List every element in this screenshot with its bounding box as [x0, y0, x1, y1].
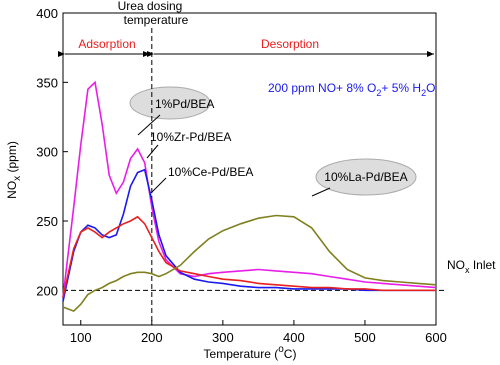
y-tick-label: 250: [36, 214, 58, 229]
adsorption-label: Adsorption: [78, 37, 135, 51]
callout-pointer: [146, 144, 159, 159]
dosing-label: Urea dosing: [118, 0, 183, 13]
plot-frame: [62, 12, 437, 326]
callout-pointer: [137, 114, 161, 136]
inlet-label: NOx Inlet: [447, 258, 496, 275]
y-tick-label: 400: [36, 6, 58, 21]
callout: [129, 86, 211, 120]
callout-pointer: [150, 177, 167, 194]
y-tick-label: 200: [36, 283, 58, 298]
series-label: 10%La-Pd/BEA: [324, 170, 407, 184]
series-label: 1%Pd/BEA: [155, 97, 214, 111]
series-label: 10%Zr-Pd/BEA: [150, 130, 231, 144]
x-axis-label: Temperature (oC): [204, 344, 297, 361]
x-tick-label: 400: [283, 330, 305, 345]
desorption-label: Desorption: [261, 37, 319, 51]
x-tick-label: 600: [425, 330, 447, 345]
callout: [315, 158, 417, 196]
callout-pointer: [311, 187, 331, 197]
condition-label: 200 ppm NO+ 8% O2+ 5% H2O: [268, 81, 435, 98]
series-line: [62, 215, 436, 298]
dosing-label: temperature: [124, 13, 189, 27]
y-tick-label: 350: [36, 75, 58, 90]
x-tick-label: 300: [212, 330, 234, 345]
series-line: [62, 80, 437, 298]
x-tick-label: 100: [70, 330, 92, 345]
x-tick-label: 500: [354, 330, 376, 345]
series-line: [62, 214, 437, 313]
series-label: 10%Ce-Pd/BEA: [168, 165, 253, 179]
y-tick-label: 300: [36, 145, 58, 160]
y-axis-label: NOx (ppm): [5, 141, 23, 199]
x-tick-label: 200: [141, 330, 163, 345]
